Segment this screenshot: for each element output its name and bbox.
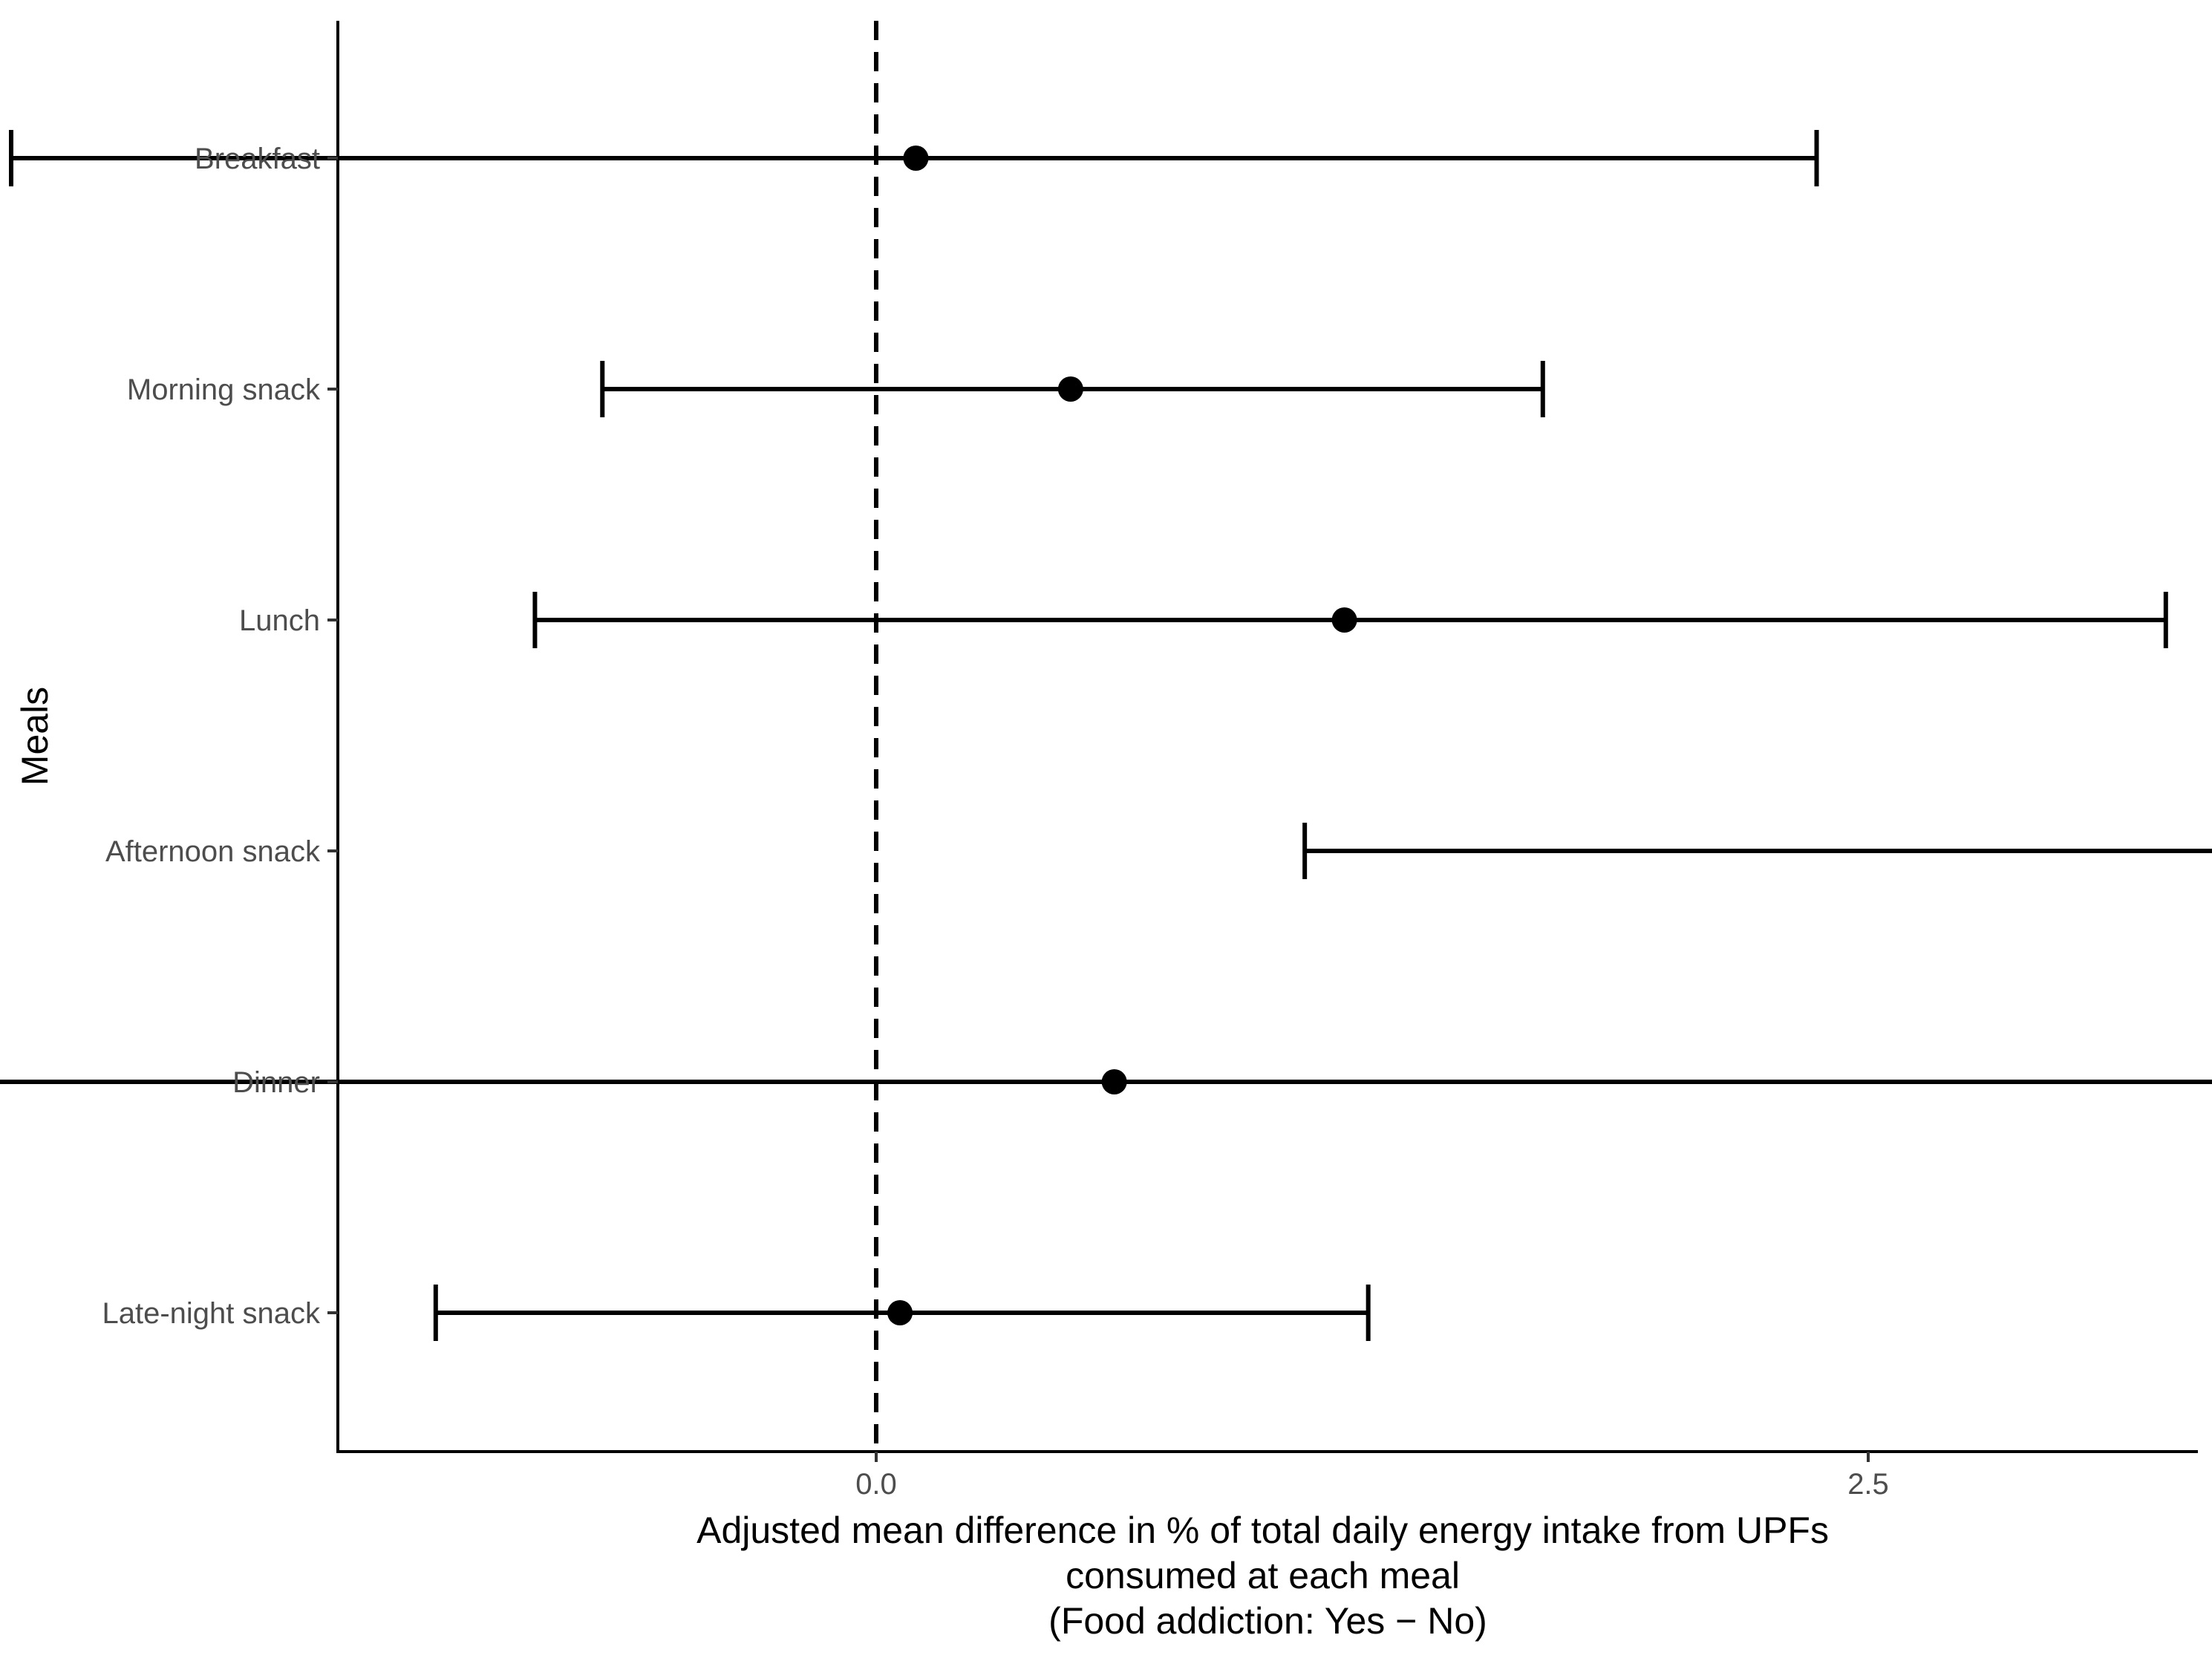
x-axis-title-line-3: (Food addiction: Yes − No) [1048, 1600, 1487, 1642]
y-axis-ticks: Breakfast Morning snack Lunch Afternoon sna… [102, 143, 338, 1330]
point-estimate [1101, 1069, 1127, 1094]
x-tick-label: 2.5 [1847, 1468, 1889, 1501]
estimate-row [0, 1069, 2212, 1094]
estimate-row [1302, 823, 2212, 879]
x-axis-title-line-2: consumed at each meal [1066, 1555, 1460, 1596]
point-estimate [887, 1300, 913, 1325]
estimate-row [9, 130, 1819, 186]
y-tick-label: Lunch [239, 604, 320, 637]
x-axis-title: Adjusted mean difference in % of total d… [696, 1510, 1839, 1642]
estimate-row [532, 592, 2168, 648]
point-estimate [1331, 607, 1357, 633]
x-axis-ticks: -2.50.02.55.0 [855, 1452, 1889, 1501]
y-tick-label: Afternoon snack [105, 835, 321, 868]
y-tick-label: Dinner [232, 1066, 320, 1099]
estimate-row [433, 1285, 1371, 1341]
x-axis-title-line-1: Adjusted mean difference in % of total d… [696, 1510, 1829, 1551]
x-tick-label: 0.0 [855, 1468, 897, 1501]
y-tick-label: Late-night snack [102, 1297, 321, 1330]
y-tick-label: Morning snack [127, 373, 321, 406]
estimates-series [0, 130, 2212, 1341]
estimate-row [600, 361, 1545, 417]
y-axis-title: Meals [14, 687, 56, 786]
y-tick-label: Breakfast [195, 143, 320, 175]
point-estimate [903, 146, 929, 171]
point-estimate [1057, 376, 1083, 402]
